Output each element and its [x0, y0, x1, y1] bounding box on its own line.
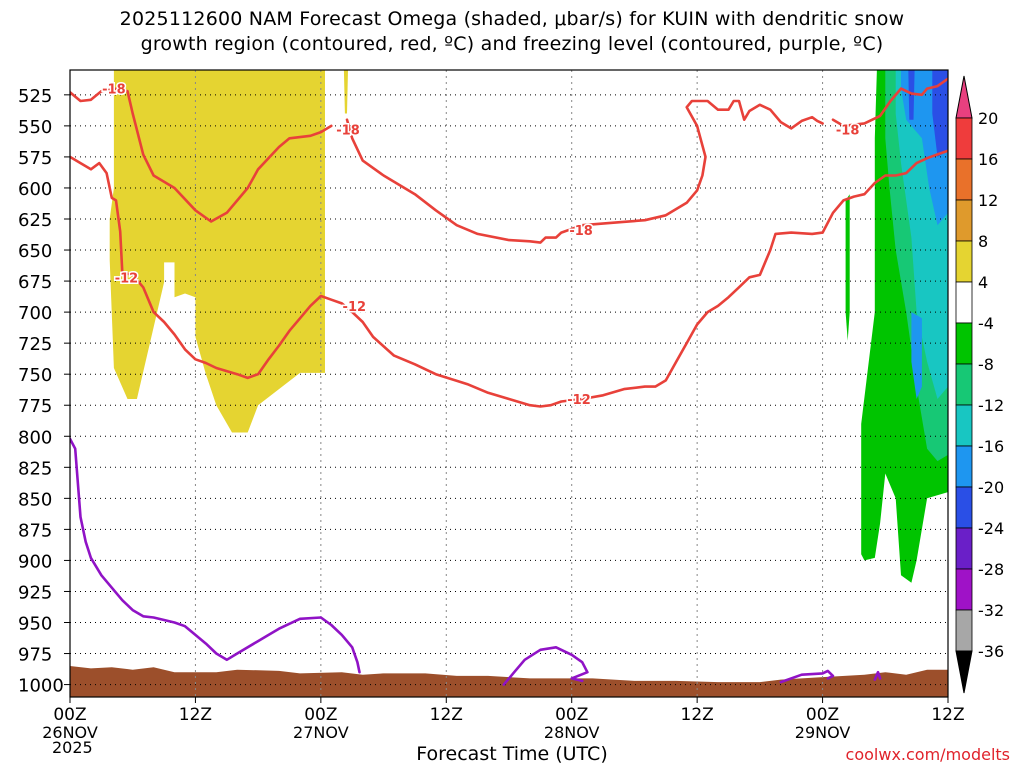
contour-layer [70, 77, 948, 686]
surface-layer [70, 666, 948, 697]
axes-layer: 525 550 575 600 625 650 675 700 725 750 775 800 825 8… [18, 69, 965, 742]
x-tick-label: 12Z [430, 705, 463, 725]
colorbar-top-arrow [955, 75, 973, 119]
credit-link[interactable]: coolwx.com/modelts [845, 745, 1010, 764]
colorbar-segment [955, 609, 973, 652]
x-axis-label: Forecast Time (UTC) [416, 743, 608, 765]
y-tick-label: 950 [18, 614, 52, 635]
x-tick-date-label: 27NOV [293, 723, 349, 742]
x-tick-label: 00Z [53, 705, 86, 725]
omega-area-green-b [845, 194, 850, 341]
colorbar-segment [955, 117, 973, 160]
surface-terrain [70, 666, 948, 697]
y-tick-label: 825 [18, 458, 52, 479]
colorbar-label: 8 [978, 232, 988, 251]
chart-title-line1: 2025112600 NAM Forecast Omega (shaded, μ… [119, 8, 905, 30]
freezing-level-contour [502, 645, 589, 686]
y-tick-label: 625 [18, 210, 52, 231]
contour-label: -12 [567, 393, 591, 408]
contour-label: -18 [102, 83, 126, 98]
omega-shading-layer [109, 70, 948, 583]
colorbar-segment [955, 281, 973, 324]
colorbar-label: 16 [978, 150, 998, 169]
colorbar: 20 16 12 8 4 -4 -8 -12 -16 -20 -24 -28 -32 -36 [955, 75, 1004, 694]
colorbar-label: -12 [978, 396, 1004, 415]
colorbar-segment [955, 445, 973, 488]
colorbar-segment [955, 568, 973, 611]
x-tick-date-label: 29NOV [795, 723, 851, 742]
y-tick-label: 850 [18, 489, 52, 510]
y-tick-label: 700 [18, 303, 52, 324]
omega-area-blue-16-20-b [911, 312, 922, 399]
colorbar-segment [955, 158, 973, 201]
x-tick-label: 12Z [179, 705, 212, 725]
colorbar-segment [955, 363, 973, 406]
x-tick-label: 00Z [806, 705, 839, 725]
colorbar-label: -32 [978, 601, 1004, 620]
y-tick-label: 900 [18, 551, 52, 572]
dgz-contour--12 [70, 149, 948, 408]
contour-label: -12 [115, 271, 139, 286]
colorbar-segment [955, 404, 973, 447]
colorbar-label: -28 [978, 560, 1004, 579]
colorbar-bottom-arrow [955, 650, 973, 694]
y-tick-label: 875 [18, 520, 52, 541]
omega-area-darkblue-20-24 [932, 70, 948, 157]
y-tick-label: 600 [18, 179, 52, 200]
dgz-contour--18 [831, 77, 948, 128]
dgz-contour--18 [70, 87, 333, 223]
y-tick-label: 775 [18, 396, 52, 417]
colorbar-label: -4 [978, 314, 994, 333]
chart-title-line2: growth region (contoured, red, ºC) and f… [140, 33, 884, 55]
y-tick-label: 975 [18, 645, 52, 666]
colorbar-label: 20 [978, 109, 998, 128]
omega-area-yellow-4-8-b [343, 70, 348, 114]
colorbar-label: 12 [978, 191, 998, 210]
colorbar-segment [955, 527, 973, 570]
colorbar-label: -36 [978, 642, 1004, 661]
contour-label-layer: -18 -18 -18 -18 -12 -12 -12 [101, 81, 861, 409]
y-tick-label: 925 [18, 582, 52, 603]
year-label: 2025 [52, 738, 93, 757]
contour-label: -18 [569, 224, 593, 239]
freezing-level-contour [779, 669, 835, 684]
y-tick-label: 750 [18, 365, 52, 386]
x-tick-label: 12Z [681, 705, 714, 725]
grid-layer [70, 70, 948, 697]
y-tick-label: 525 [18, 86, 52, 107]
contour-label: -18 [336, 124, 360, 139]
x-tick-date-label: 28NOV [544, 723, 600, 742]
y-tick-label: 550 [18, 117, 52, 138]
y-tick-label: 1000 [18, 676, 64, 697]
y-tick-label: 725 [18, 334, 52, 355]
freezing-level-contour [873, 670, 882, 681]
colorbar-label: -8 [978, 355, 994, 374]
colorbar-label: -16 [978, 437, 1004, 456]
contour-label: -12 [343, 300, 367, 315]
colorbar-segment [955, 486, 973, 529]
colorbar-label: -24 [978, 519, 1004, 538]
y-tick-label: 575 [18, 148, 52, 169]
freezing-level-contour [70, 437, 361, 674]
x-tick-date-label: 26NOV [42, 723, 98, 742]
colorbar-label: 4 [978, 273, 988, 292]
x-tick-label: 12Z [931, 705, 964, 725]
x-tick-label: 00Z [304, 705, 337, 725]
y-tick-label: 800 [18, 427, 52, 448]
colorbar-label: -20 [978, 478, 1004, 497]
plot-frame [69, 69, 949, 698]
y-tick-label: 675 [18, 272, 52, 293]
y-tick-label: 650 [18, 241, 52, 262]
dgz-contour--18 [345, 99, 824, 244]
colorbar-segment [955, 240, 973, 283]
colorbar-segment [955, 322, 973, 365]
colorbar-segment [955, 199, 973, 242]
contour-label: -18 [836, 124, 860, 139]
omega-area-yellow-4-8 [109, 70, 325, 433]
x-tick-label: 00Z [555, 705, 588, 725]
